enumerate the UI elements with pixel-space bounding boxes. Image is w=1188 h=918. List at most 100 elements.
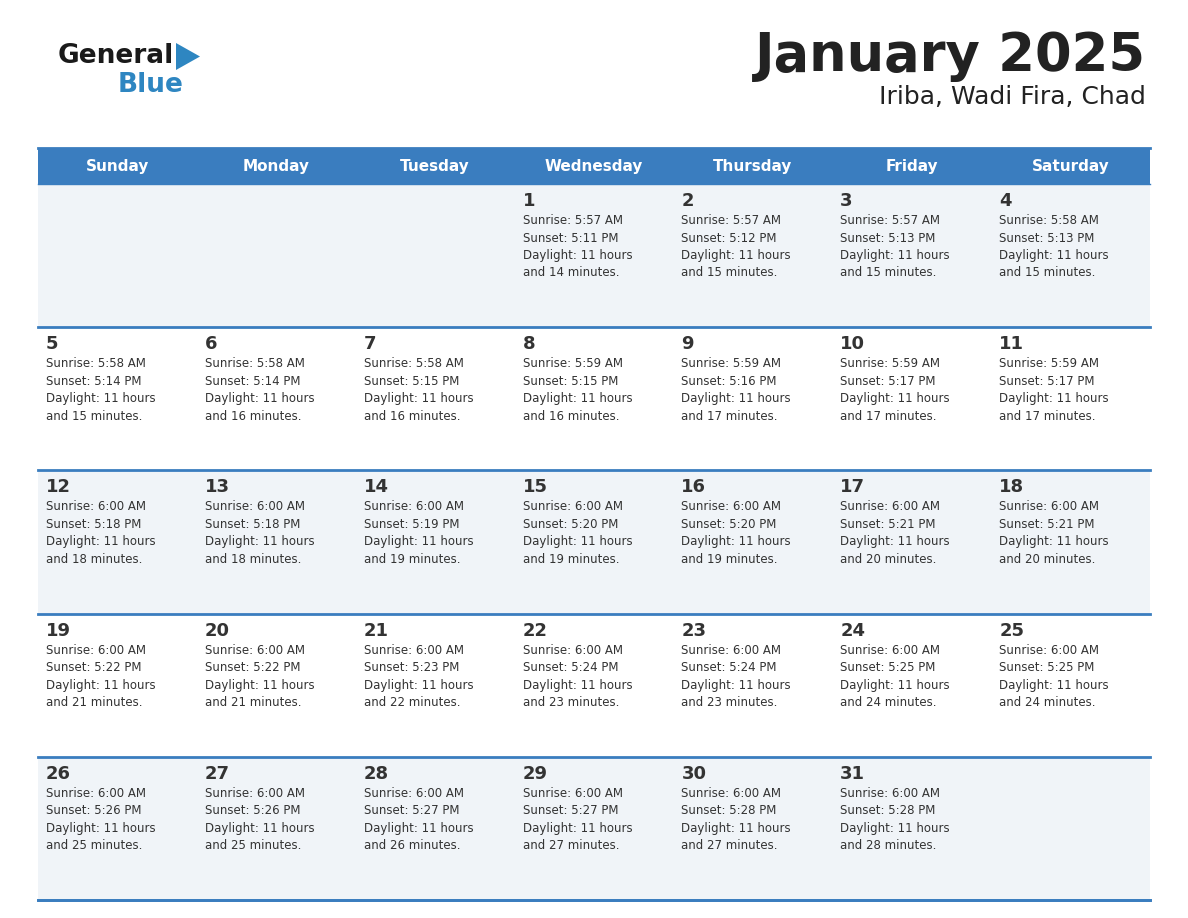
Text: Sunrise: 5:58 AM: Sunrise: 5:58 AM — [999, 214, 1099, 227]
Text: Sunset: 5:15 PM: Sunset: 5:15 PM — [364, 375, 459, 387]
Text: Sunday: Sunday — [86, 159, 150, 174]
Text: 14: 14 — [364, 478, 388, 497]
Text: Sunrise: 6:00 AM: Sunrise: 6:00 AM — [523, 644, 623, 656]
Text: Daylight: 11 hours: Daylight: 11 hours — [204, 822, 315, 834]
Text: Sunset: 5:20 PM: Sunset: 5:20 PM — [682, 518, 777, 531]
Text: 12: 12 — [46, 478, 71, 497]
Bar — [38, 148, 197, 184]
Text: Sunrise: 5:57 AM: Sunrise: 5:57 AM — [682, 214, 782, 227]
Text: 5: 5 — [46, 335, 58, 353]
Text: 11: 11 — [999, 335, 1024, 353]
Text: Daylight: 11 hours: Daylight: 11 hours — [682, 678, 791, 691]
Text: Sunrise: 5:58 AM: Sunrise: 5:58 AM — [46, 357, 146, 370]
Text: and 27 minutes.: and 27 minutes. — [523, 839, 619, 852]
Text: Sunset: 5:27 PM: Sunset: 5:27 PM — [523, 804, 618, 817]
Text: Daylight: 11 hours: Daylight: 11 hours — [364, 392, 473, 405]
Text: and 17 minutes.: and 17 minutes. — [682, 409, 778, 422]
Text: and 20 minutes.: and 20 minutes. — [840, 553, 936, 565]
Text: and 15 minutes.: and 15 minutes. — [682, 266, 778, 279]
Text: Daylight: 11 hours: Daylight: 11 hours — [364, 678, 473, 691]
Bar — [514, 148, 674, 184]
Text: 21: 21 — [364, 621, 388, 640]
Text: Sunrise: 6:00 AM: Sunrise: 6:00 AM — [46, 500, 146, 513]
Text: Daylight: 11 hours: Daylight: 11 hours — [364, 822, 473, 834]
Bar — [355, 756, 514, 900]
Text: Iriba, Wadi Fira, Chad: Iriba, Wadi Fira, Chad — [879, 85, 1146, 109]
Text: and 19 minutes.: and 19 minutes. — [364, 553, 460, 565]
Text: Sunrise: 6:00 AM: Sunrise: 6:00 AM — [682, 644, 782, 656]
Text: 9: 9 — [682, 335, 694, 353]
Bar — [674, 184, 833, 327]
Bar — [833, 613, 991, 756]
Text: Sunset: 5:11 PM: Sunset: 5:11 PM — [523, 231, 618, 244]
Text: Sunrise: 6:00 AM: Sunrise: 6:00 AM — [364, 500, 463, 513]
Bar — [674, 756, 833, 900]
Bar — [197, 756, 355, 900]
Text: Sunrise: 6:00 AM: Sunrise: 6:00 AM — [46, 787, 146, 800]
Text: Sunrise: 6:00 AM: Sunrise: 6:00 AM — [204, 787, 305, 800]
Text: Saturday: Saturday — [1031, 159, 1110, 174]
Text: Sunset: 5:17 PM: Sunset: 5:17 PM — [840, 375, 936, 387]
Text: Daylight: 11 hours: Daylight: 11 hours — [999, 535, 1108, 548]
Text: 31: 31 — [840, 765, 865, 783]
Text: Sunset: 5:21 PM: Sunset: 5:21 PM — [840, 518, 936, 531]
Text: and 18 minutes.: and 18 minutes. — [204, 553, 302, 565]
Text: Sunrise: 5:59 AM: Sunrise: 5:59 AM — [840, 357, 940, 370]
Text: 30: 30 — [682, 765, 707, 783]
Text: Sunset: 5:24 PM: Sunset: 5:24 PM — [682, 661, 777, 674]
Text: Daylight: 11 hours: Daylight: 11 hours — [523, 678, 632, 691]
Text: Sunset: 5:13 PM: Sunset: 5:13 PM — [999, 231, 1094, 244]
Bar — [833, 184, 991, 327]
Bar — [197, 470, 355, 613]
Text: 15: 15 — [523, 478, 548, 497]
Text: and 28 minutes.: and 28 minutes. — [840, 839, 936, 852]
Text: Sunset: 5:25 PM: Sunset: 5:25 PM — [840, 661, 936, 674]
Text: Sunset: 5:16 PM: Sunset: 5:16 PM — [682, 375, 777, 387]
Bar — [991, 756, 1150, 900]
Text: Daylight: 11 hours: Daylight: 11 hours — [682, 535, 791, 548]
Bar — [674, 470, 833, 613]
Text: January 2025: January 2025 — [756, 30, 1146, 82]
Bar — [674, 613, 833, 756]
Bar — [38, 470, 197, 613]
Bar — [355, 184, 514, 327]
Text: and 24 minutes.: and 24 minutes. — [999, 696, 1095, 709]
Text: 26: 26 — [46, 765, 71, 783]
Polygon shape — [176, 43, 200, 70]
Text: Sunrise: 6:00 AM: Sunrise: 6:00 AM — [682, 787, 782, 800]
Text: Sunset: 5:23 PM: Sunset: 5:23 PM — [364, 661, 459, 674]
Text: 4: 4 — [999, 192, 1012, 210]
Text: and 25 minutes.: and 25 minutes. — [204, 839, 302, 852]
Text: 24: 24 — [840, 621, 865, 640]
Text: and 15 minutes.: and 15 minutes. — [999, 266, 1095, 279]
Text: Daylight: 11 hours: Daylight: 11 hours — [840, 822, 950, 834]
Text: 23: 23 — [682, 621, 707, 640]
Text: General: General — [58, 43, 175, 69]
Text: and 15 minutes.: and 15 minutes. — [46, 409, 143, 422]
Text: Sunrise: 6:00 AM: Sunrise: 6:00 AM — [46, 644, 146, 656]
Text: 6: 6 — [204, 335, 217, 353]
Text: Sunset: 5:24 PM: Sunset: 5:24 PM — [523, 661, 618, 674]
Text: 2: 2 — [682, 192, 694, 210]
Text: Sunset: 5:13 PM: Sunset: 5:13 PM — [840, 231, 936, 244]
Text: and 16 minutes.: and 16 minutes. — [523, 409, 619, 422]
Text: Sunrise: 6:00 AM: Sunrise: 6:00 AM — [523, 787, 623, 800]
Text: 25: 25 — [999, 621, 1024, 640]
Text: Sunset: 5:14 PM: Sunset: 5:14 PM — [204, 375, 301, 387]
Text: Sunrise: 5:57 AM: Sunrise: 5:57 AM — [840, 214, 940, 227]
Text: Sunset: 5:21 PM: Sunset: 5:21 PM — [999, 518, 1094, 531]
Text: Sunset: 5:28 PM: Sunset: 5:28 PM — [840, 804, 936, 817]
Text: Sunrise: 5:58 AM: Sunrise: 5:58 AM — [364, 357, 463, 370]
Text: Sunrise: 6:00 AM: Sunrise: 6:00 AM — [999, 500, 1099, 513]
Bar — [355, 327, 514, 470]
Text: Sunset: 5:15 PM: Sunset: 5:15 PM — [523, 375, 618, 387]
Text: Wednesday: Wednesday — [545, 159, 643, 174]
Text: Daylight: 11 hours: Daylight: 11 hours — [523, 535, 632, 548]
Text: Tuesday: Tuesday — [400, 159, 470, 174]
Text: Daylight: 11 hours: Daylight: 11 hours — [204, 678, 315, 691]
Bar — [197, 184, 355, 327]
Text: Sunset: 5:14 PM: Sunset: 5:14 PM — [46, 375, 141, 387]
Text: Daylight: 11 hours: Daylight: 11 hours — [682, 249, 791, 262]
Text: 22: 22 — [523, 621, 548, 640]
Text: Sunset: 5:26 PM: Sunset: 5:26 PM — [204, 804, 301, 817]
